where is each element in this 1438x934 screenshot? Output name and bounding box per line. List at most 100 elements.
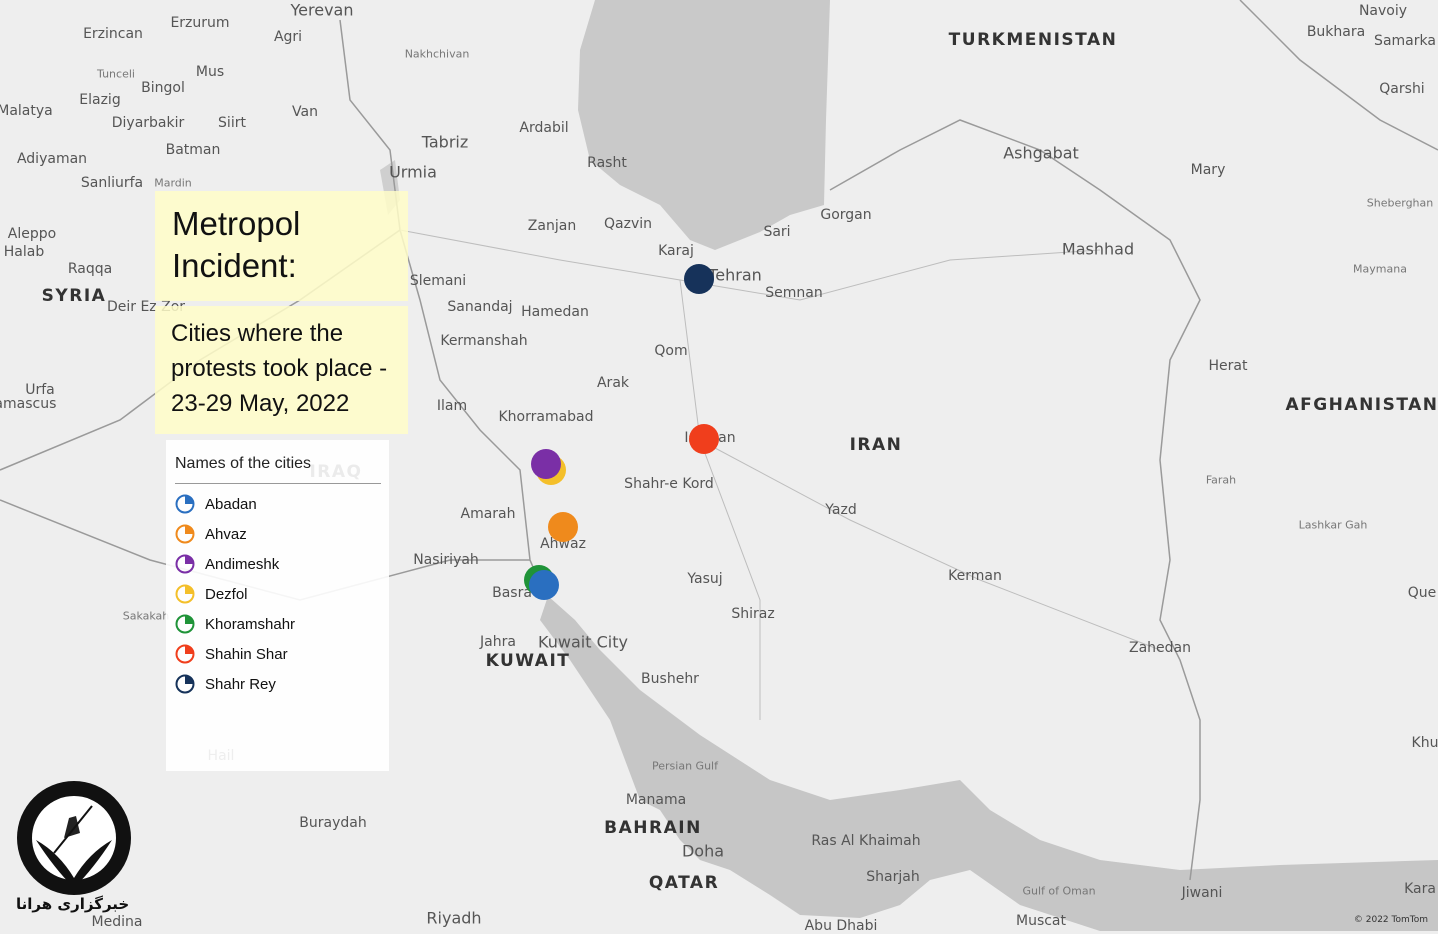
city-label: Mashhad xyxy=(1061,239,1135,259)
city-label: Erzincan xyxy=(83,26,143,42)
city-label: Slemani xyxy=(409,273,467,289)
city-label: Sanliurfa xyxy=(80,175,144,191)
city-label: Ilam xyxy=(436,398,468,414)
city-label: Ardabil xyxy=(519,120,569,136)
page-subtitle: Cities where the protests took place - 2… xyxy=(171,320,388,417)
city-label: Khu xyxy=(1411,735,1438,751)
city-label: Qazvin xyxy=(604,216,652,232)
city-label: Shiraz xyxy=(731,606,775,622)
legend-label: Abadan xyxy=(205,495,257,513)
subtitle-box: Cities where the protests took place - 2… xyxy=(155,306,408,434)
city-label: Malatya xyxy=(0,103,53,119)
legend-item[interactable]: Shahr Rey xyxy=(175,672,276,696)
country-label: KUWAIT xyxy=(485,651,571,671)
roads xyxy=(399,229,1161,720)
city-label: Sanandaj xyxy=(447,299,513,315)
city-label: Semnan xyxy=(765,285,823,301)
city-label: Manama xyxy=(625,792,687,808)
city-label: Zanjan xyxy=(527,218,577,234)
city-label: Ahwaz xyxy=(540,536,586,552)
page-title: Metropol Incident: xyxy=(172,205,301,284)
city-label: Samarka xyxy=(1374,33,1436,49)
legend-item[interactable]: Khoramshahr xyxy=(175,612,295,636)
city-label: Basra xyxy=(492,585,532,601)
country-label: SYRIA xyxy=(41,286,107,306)
legend-item[interactable]: Ahvaz xyxy=(175,522,247,546)
copyright: © 2022 TomTom xyxy=(1353,915,1428,925)
city-label: Arak xyxy=(596,375,630,391)
city-label: Agri xyxy=(273,29,303,45)
legend-item[interactable]: Abadan xyxy=(175,492,257,516)
city-label: Sakakah xyxy=(122,609,170,623)
marker-abadan[interactable] xyxy=(529,570,559,600)
marker-shahin-shar[interactable] xyxy=(689,424,719,454)
pie-marker-icon xyxy=(175,524,195,544)
country-label: AFGHANISTAN xyxy=(1285,395,1438,415)
city-label: Sheberghan xyxy=(1366,196,1434,210)
city-label: Nasiriyah xyxy=(413,552,479,568)
persian-gulf xyxy=(540,596,1438,931)
city-label: Ras Al Khaimah xyxy=(811,833,921,849)
legend: Names of the cities Abadan Ahvaz Andimeshk… xyxy=(166,440,389,771)
city-label: Urmia xyxy=(389,162,437,182)
city-label: Kara xyxy=(1404,881,1436,897)
legend-item[interactable]: Andimeshk xyxy=(175,552,279,576)
city-label: Mus xyxy=(195,64,225,80)
city-label: Ashgabat xyxy=(1003,143,1079,163)
city-label: Medina xyxy=(91,914,143,930)
city-label: Tehran xyxy=(708,265,762,285)
marker-ahvaz[interactable] xyxy=(548,512,578,542)
city-label: Bushehr xyxy=(641,671,699,687)
city-label: Gulf of Oman xyxy=(1022,884,1096,898)
city-label: Gorgan xyxy=(820,207,872,223)
city-label: Erzurum xyxy=(170,15,230,31)
marker-shahr-rey[interactable] xyxy=(684,264,714,294)
city-label: Hamedan xyxy=(521,304,589,320)
pie-marker-icon xyxy=(175,614,195,634)
city-label: Qarshi xyxy=(1379,81,1425,97)
pie-marker-icon xyxy=(175,584,195,604)
city-label: Nakhchivan xyxy=(404,47,470,61)
city-label: Khorramabad xyxy=(498,409,594,425)
city-label: Amarah xyxy=(460,506,516,522)
city-label: Navoiy xyxy=(1358,3,1408,19)
marker-andimeshk[interactable] xyxy=(531,449,561,479)
country-label: IRAN xyxy=(849,435,903,455)
city-label: Siirt xyxy=(218,115,246,131)
city-label: Yazd xyxy=(825,502,857,518)
legend-label: Khoramshahr xyxy=(205,615,296,633)
city-label: Yerevan xyxy=(290,0,354,20)
city-label: Zahedan xyxy=(1129,640,1191,656)
city-label: Shahr-e Kord xyxy=(624,476,714,492)
city-label: Damascus xyxy=(0,396,57,412)
legend-label: Shahin Shar xyxy=(205,645,288,663)
city-label: Batman xyxy=(165,142,221,158)
city-label: Persian Gulf xyxy=(652,759,718,773)
legend-item[interactable]: Shahin Shar xyxy=(175,642,288,666)
city-label: Aleppo xyxy=(7,226,57,242)
city-label: Sari xyxy=(763,224,791,240)
caspian-sea xyxy=(578,0,830,250)
hra-logo xyxy=(17,781,131,895)
pie-marker-icon xyxy=(175,644,195,664)
country-label: BAHRAIN xyxy=(604,818,702,838)
legend-label: Andimeshk xyxy=(205,555,280,573)
city-label: Elazig xyxy=(79,92,121,108)
city-label: Farah xyxy=(1205,473,1237,487)
legend-item[interactable]: Dezfol xyxy=(175,582,248,606)
city-label: Kermanshah xyxy=(440,333,528,349)
city-label: Halab xyxy=(3,244,45,260)
city-label: Mary xyxy=(1190,162,1226,178)
city-label: Mardin xyxy=(154,176,192,190)
city-label: Buraydah xyxy=(299,815,367,831)
city-label: Kuwait City xyxy=(538,632,628,652)
city-label: Sharjah xyxy=(866,869,920,885)
legend-label: Ahvaz xyxy=(205,525,247,543)
city-label: Lashkar Gah xyxy=(1298,518,1368,532)
pie-marker-icon xyxy=(175,494,195,514)
city-label: Diyarbakir xyxy=(111,115,185,131)
pie-marker-icon xyxy=(175,674,195,694)
city-label: Herat xyxy=(1208,358,1248,374)
city-label: Kerman xyxy=(948,568,1002,584)
city-label: Jahra xyxy=(480,634,516,650)
